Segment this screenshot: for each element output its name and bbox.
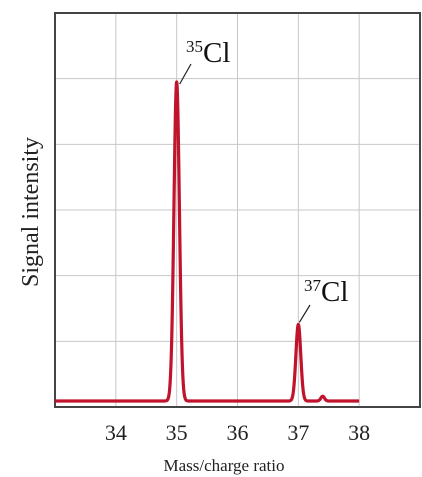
grid-lines bbox=[55, 13, 420, 407]
annotation-leader-line bbox=[179, 63, 192, 85]
x-tick-label: 38 bbox=[348, 420, 370, 445]
annotation-label: 37Cl bbox=[304, 276, 348, 308]
x-tick-label: 35 bbox=[166, 420, 188, 445]
x-tick-label: 34 bbox=[105, 420, 127, 445]
annotation-label: 35Cl bbox=[186, 37, 230, 69]
peak-annotations: 35Cl 37Cl bbox=[179, 37, 348, 323]
annotation-leader-line bbox=[298, 304, 311, 323]
x-tick-label: 36 bbox=[227, 420, 249, 445]
plot-frame bbox=[54, 12, 421, 408]
y-axis-title: Signal intensity bbox=[18, 137, 44, 287]
peak-annotation: 35Cl bbox=[179, 37, 230, 85]
x-tick-labels: 34 35 36 37 38 bbox=[105, 420, 370, 445]
spectrum-series-line bbox=[53, 80, 361, 403]
peak-annotation: 37Cl bbox=[298, 276, 348, 323]
x-axis-title: Mass/charge ratio bbox=[163, 456, 284, 475]
x-tick-label: 37 bbox=[287, 420, 309, 445]
